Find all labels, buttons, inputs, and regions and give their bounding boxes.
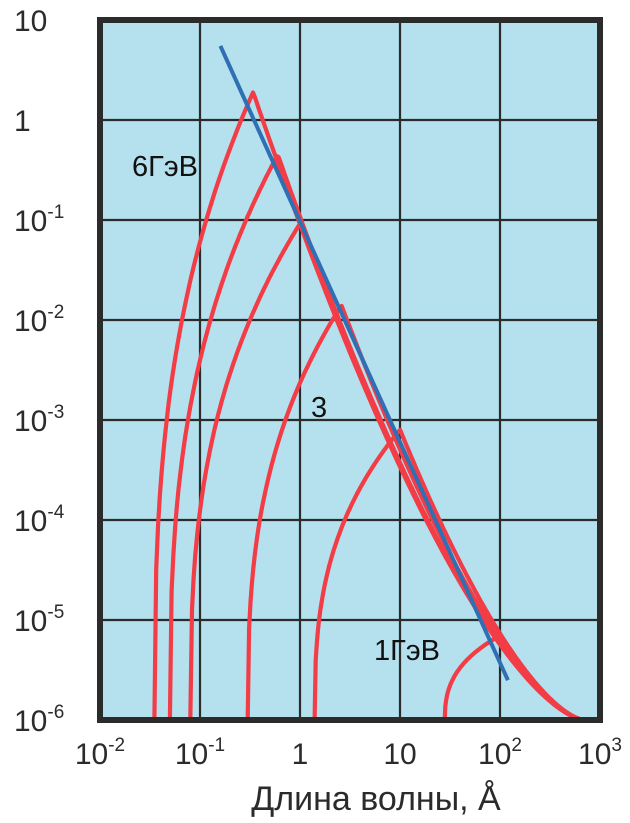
spectrum-curves <box>152 90 587 723</box>
peak-line <box>218 45 510 682</box>
y-tick-label-5: 10-4 <box>14 502 65 538</box>
annotation-6gev: 6ГэВ <box>132 151 198 183</box>
annotation-3: 3 <box>311 392 327 424</box>
y-tick-label-6: 10-5 <box>14 602 64 638</box>
y-tick-label-4: 10-3 <box>14 402 64 438</box>
x-tick-label-2: 1 <box>292 738 309 771</box>
x-axis-label: Длина волны, Å <box>251 780 501 818</box>
plot-background <box>100 20 600 720</box>
x-tick-label-3: 10 <box>383 738 416 771</box>
y-tick-label-0: 10 <box>14 5 47 38</box>
x-tick-labels: 10-2 10-1 1 10 102 103 <box>75 735 622 771</box>
y-tick-label-3: 10-2 <box>14 302 64 338</box>
spectrum-curve-2 <box>188 222 587 723</box>
grid <box>98 18 602 722</box>
y-tick-label-1: 1 <box>14 105 31 138</box>
annotation-1gev: 1ГэВ <box>374 635 440 667</box>
y-tick-labels: 10 1 10-1 10-2 10-3 10-4 10-5 10-6 <box>14 5 65 738</box>
x-tick-label-4: 102 <box>478 735 522 771</box>
x-tick-label-0: 10-2 <box>75 735 125 771</box>
plot-frame <box>97 17 603 723</box>
y-tick-label-7: 10-6 <box>14 702 64 738</box>
x-tick-label-1: 10-1 <box>175 735 225 771</box>
y-tick-label-2: 10-1 <box>14 202 64 238</box>
spectrum-curve-5 <box>442 633 587 723</box>
x-tick-label-5: 103 <box>578 735 622 771</box>
